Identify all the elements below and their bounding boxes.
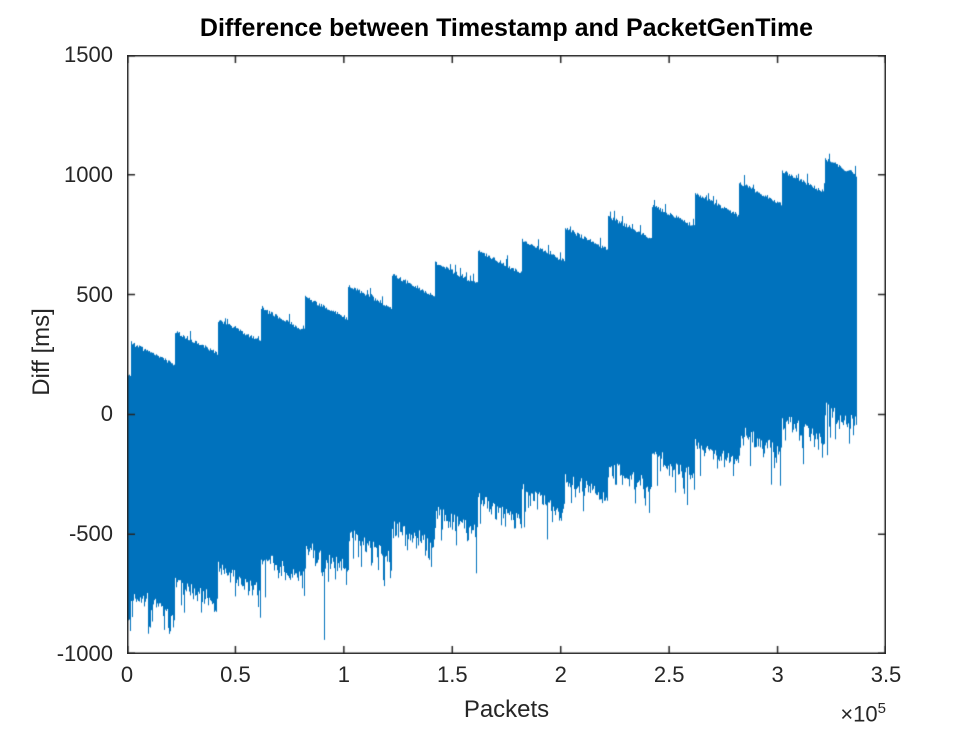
y-tick-label: 500 <box>76 281 113 307</box>
x-tick-label: 3 <box>771 662 784 687</box>
x-tick-label: 3.5 <box>870 662 902 687</box>
y-tick-label: 1000 <box>64 161 113 187</box>
x-axis-multiplier-base: ×10 <box>840 701 878 727</box>
x-tick-label: 0 <box>120 662 134 687</box>
y-tick-label: 1500 <box>64 42 113 67</box>
chart-title: Difference between Timestamp and PacketG… <box>199 14 814 42</box>
y-tick-label: -1000 <box>56 641 113 666</box>
x-tick-label: 1.5 <box>436 662 468 687</box>
x-tick-label: 1 <box>337 662 350 687</box>
x-axis-multiplier: ×105 <box>786 695 886 728</box>
x-tick-label: 2.5 <box>653 662 685 687</box>
y-tick-label: -500 <box>68 521 113 547</box>
y-tick-label: 0 <box>100 401 113 427</box>
x-axis-label: Packets <box>463 696 550 723</box>
x-tick-label: 0.5 <box>220 662 251 687</box>
x-tick-label: 2 <box>554 662 567 687</box>
x-axis-multiplier-exponent: 5 <box>877 700 886 717</box>
plot-area-canvas <box>127 55 886 654</box>
